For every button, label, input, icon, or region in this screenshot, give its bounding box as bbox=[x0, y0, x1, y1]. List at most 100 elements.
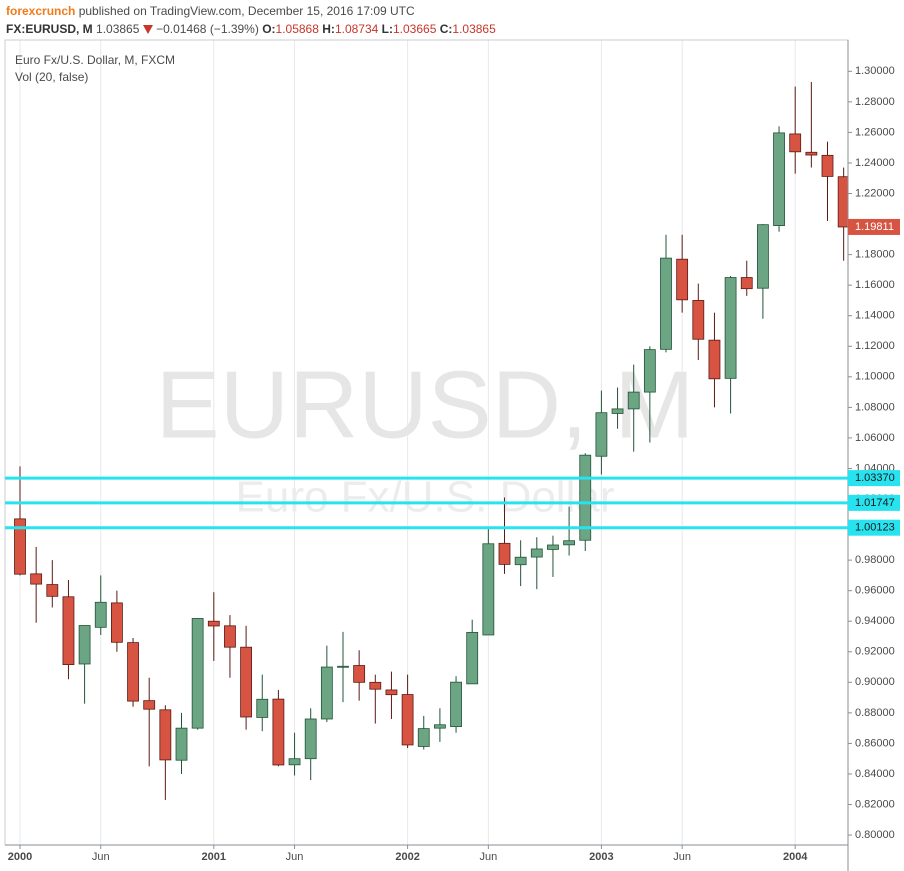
chart-subtitle: Vol (20, false) bbox=[15, 70, 88, 84]
author[interactable]: forexcrunch bbox=[6, 4, 76, 18]
candle-body bbox=[676, 258, 689, 301]
candle-body bbox=[773, 132, 785, 226]
candle-body bbox=[643, 349, 656, 393]
ohlc: O:1.05868 H:1.08734 L:1.03665 C:1.03865 bbox=[262, 22, 496, 36]
candle-body bbox=[627, 391, 640, 410]
x-tick-label: 2000 bbox=[8, 851, 32, 863]
x-tick-label: 2003 bbox=[589, 851, 613, 863]
candle-body bbox=[805, 151, 818, 156]
down-arrow bbox=[142, 25, 153, 34]
candle-body bbox=[514, 556, 527, 566]
last-price-box bbox=[848, 218, 900, 235]
x-tick-label: 2002 bbox=[395, 851, 419, 863]
header: forexcrunch published on TradingView.com… bbox=[0, 0, 904, 40]
candle-body bbox=[94, 601, 107, 628]
price-label: 1.00123 bbox=[855, 522, 895, 534]
candle-body bbox=[385, 689, 398, 696]
y-tick-label: 1.26000 bbox=[855, 126, 895, 138]
y-tick-label: 1.08000 bbox=[855, 401, 895, 413]
y-tick-label: 0.86000 bbox=[855, 737, 895, 749]
candle-body bbox=[14, 518, 26, 575]
candle-body bbox=[78, 625, 91, 665]
price-label-box bbox=[848, 470, 900, 487]
candle-body bbox=[320, 666, 333, 720]
candle-body bbox=[547, 544, 559, 550]
candle-body bbox=[159, 709, 172, 761]
watermark-subtitle: Euro Fx/U.S. Dollar bbox=[236, 473, 615, 522]
price-label: 1.01747 bbox=[855, 497, 895, 509]
candle-body bbox=[46, 584, 59, 597]
watermark: EURUSD, M bbox=[156, 351, 695, 458]
x-tick-label: 2001 bbox=[202, 851, 226, 863]
y-tick-label: 0.96000 bbox=[855, 585, 895, 597]
candle-body bbox=[304, 718, 317, 760]
y-tick-label: 1.12000 bbox=[855, 340, 895, 352]
price-label-box bbox=[848, 519, 900, 536]
candle-body bbox=[353, 665, 366, 683]
price-label: 1.03370 bbox=[855, 472, 895, 484]
candle-body bbox=[224, 625, 236, 648]
y-tick-label: 1.30000 bbox=[855, 65, 895, 77]
candle-body bbox=[401, 694, 414, 746]
published: published on TradingView.com, December 1… bbox=[78, 4, 415, 18]
x-tick-label: 2004 bbox=[783, 851, 808, 863]
y-tick-label: 1.22000 bbox=[855, 187, 895, 199]
candle-body bbox=[288, 758, 301, 766]
candle-body bbox=[417, 728, 430, 747]
quote-line: FX:EURUSD, M 1.03865 −0.01468 (−1.39%) O… bbox=[6, 22, 496, 36]
chart-title: Euro Fx/U.S. Dollar, M, FXCM bbox=[15, 53, 175, 67]
y-tick-label: 1.14000 bbox=[855, 310, 895, 322]
candle-body bbox=[563, 540, 575, 546]
candle-body bbox=[127, 642, 139, 702]
candle-body bbox=[175, 727, 188, 761]
candle-body bbox=[595, 412, 608, 457]
candle-body bbox=[30, 573, 43, 585]
candle-body bbox=[369, 681, 382, 690]
candle-body bbox=[757, 224, 769, 289]
candle-body bbox=[708, 339, 721, 380]
y-tick-label: 0.90000 bbox=[855, 676, 895, 688]
candle-body bbox=[62, 596, 75, 666]
x-tick-label: Jun bbox=[92, 851, 110, 863]
y-tick-label: 1.10000 bbox=[855, 371, 895, 383]
candle-body bbox=[821, 154, 834, 177]
candle-body bbox=[433, 724, 446, 729]
candle-body bbox=[111, 602, 123, 643]
y-tick-label: 1.16000 bbox=[855, 279, 895, 291]
ohlc-label: H: bbox=[322, 22, 335, 36]
candle-body bbox=[660, 257, 672, 350]
candle-body bbox=[724, 277, 737, 379]
y-tick-label: 0.92000 bbox=[855, 646, 895, 658]
candle-body bbox=[466, 631, 479, 685]
y-tick-label: 1.28000 bbox=[855, 96, 895, 108]
candle-body bbox=[530, 548, 543, 558]
ohlc-label: C: bbox=[439, 22, 453, 36]
publish-line: forexcrunch published on TradingView.com… bbox=[6, 4, 415, 18]
candle-body bbox=[692, 300, 705, 340]
y-tick-label: 0.84000 bbox=[855, 768, 895, 780]
y-tick-label: 1.24000 bbox=[855, 157, 895, 169]
candle-body bbox=[143, 700, 156, 710]
change: −0.01468 (−1.39%) bbox=[156, 22, 259, 36]
candle-body bbox=[337, 665, 349, 668]
ohlc-value: 1.03665 bbox=[393, 22, 437, 36]
x-tick-label: Jun bbox=[673, 851, 691, 863]
candle-body bbox=[789, 133, 802, 153]
last: 1.03865 bbox=[96, 22, 140, 36]
y-tick-label: 1.18000 bbox=[855, 249, 895, 261]
price-label-box bbox=[848, 494, 900, 511]
ohlc-value: 1.05868 bbox=[275, 22, 319, 36]
x-tick-label: Jun bbox=[479, 851, 497, 863]
ohlc-label: O: bbox=[262, 22, 276, 36]
y-tick-label: 1.06000 bbox=[855, 432, 895, 444]
candle-body bbox=[498, 542, 511, 565]
y-tick-label: 0.94000 bbox=[855, 615, 895, 627]
candle-body bbox=[207, 620, 220, 627]
y-tick-label: 0.88000 bbox=[855, 707, 895, 719]
y-tick-label: 0.82000 bbox=[855, 798, 895, 810]
last-price-label: 1.19811 bbox=[855, 221, 894, 233]
x-tick-label: Jun bbox=[286, 851, 304, 863]
candle-body bbox=[482, 543, 495, 636]
